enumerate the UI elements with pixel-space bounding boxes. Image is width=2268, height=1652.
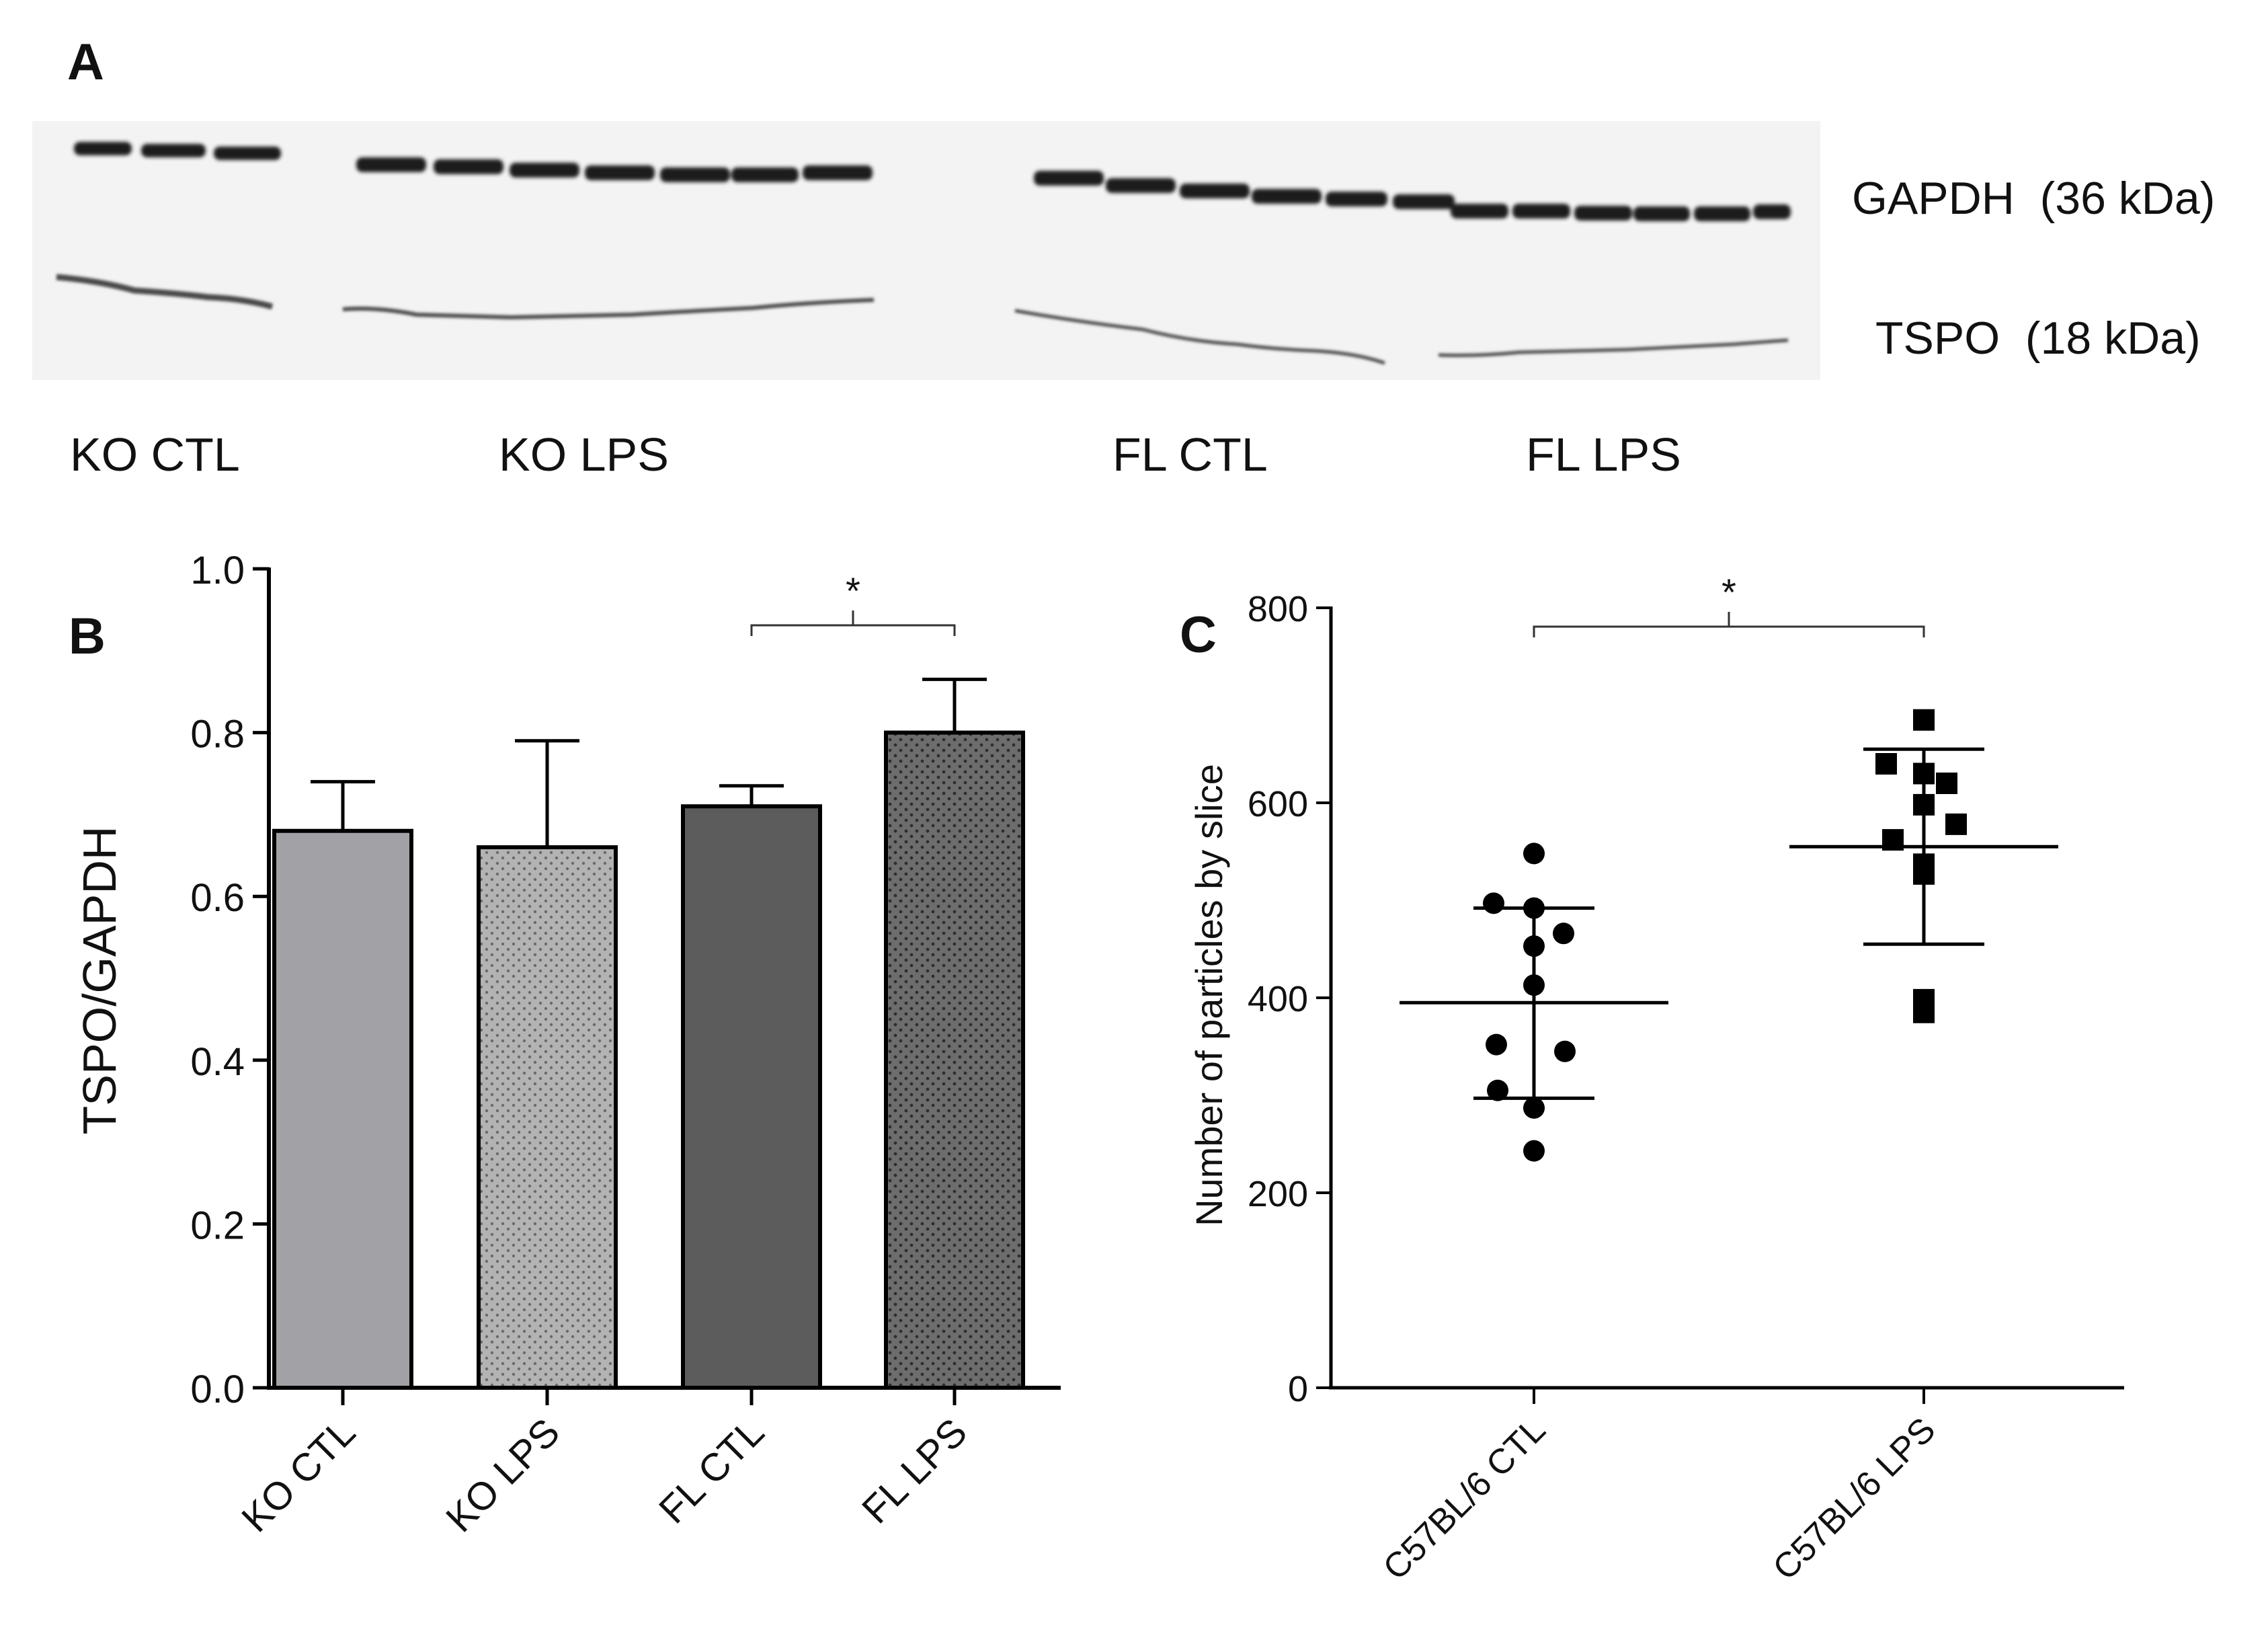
- y-tick-label: 0.0: [190, 1368, 245, 1411]
- western-blot-image: [32, 121, 1820, 380]
- data-point-lps: [1913, 709, 1935, 731]
- x-tick-label: C57BL/6 CTL: [1376, 1410, 1553, 1587]
- x-tick-label: C57BL/6 LPS: [1766, 1410, 1943, 1587]
- data-point-ctl: [1486, 1033, 1507, 1056]
- significance-bracket: [750, 624, 956, 636]
- panel-label-b: B: [69, 608, 106, 665]
- data-point-ctl: [1523, 842, 1545, 865]
- y-tick-label: 600: [1248, 784, 1308, 824]
- bar: [884, 730, 1025, 1390]
- significance-asterisk: *: [1722, 571, 1736, 613]
- blot-group-ko-lps: KO LPS: [499, 428, 669, 481]
- y-tick-label: 0.8: [190, 713, 245, 756]
- y-tick-label: 200: [1248, 1174, 1308, 1214]
- data-point-ctl: [1483, 892, 1504, 914]
- blot-group-fl-ctl: FL CTL: [1112, 428, 1268, 481]
- y-tick-label: 400: [1248, 979, 1308, 1019]
- data-point-ctl: [1523, 1097, 1545, 1119]
- data-point-ctl: [1523, 1140, 1545, 1162]
- blot-marker-tspo: TSPO (18 kDa): [1875, 313, 2201, 364]
- bar: [681, 804, 822, 1390]
- bar: [477, 845, 618, 1390]
- data-point-lps: [1913, 1001, 1935, 1023]
- data-point-lps: [1875, 753, 1897, 775]
- scatter-plot-particles: 0 200 400 600 800 Number of particles by slic…: [1188, 571, 2124, 1587]
- y-axis-label: TSPO/GAPDH: [73, 826, 126, 1135]
- y-tick-label: 0: [1288, 1369, 1308, 1409]
- panel-label-c: C: [1180, 606, 1217, 664]
- significance-asterisk: *: [846, 569, 860, 612]
- y-tick-label: 0.6: [190, 876, 245, 920]
- data-point-ctl: [1553, 922, 1574, 945]
- bar: [272, 828, 413, 1390]
- data-point-lps: [1945, 813, 1967, 835]
- x-tick-label: KO CTL: [233, 1410, 364, 1540]
- panel-label-a: A: [67, 34, 104, 91]
- data-point-lps: [1936, 773, 1957, 794]
- y-tick-label: 0.4: [190, 1040, 245, 1084]
- significance-bracket: [1533, 625, 1925, 637]
- y-tick-label: 1.0: [190, 549, 245, 592]
- y-tick-label: 0.2: [190, 1204, 245, 1247]
- y-tick-label: 800: [1248, 589, 1308, 629]
- blot-group-fl-lps: FL LPS: [1526, 428, 1681, 481]
- y-axis-label: Number of particles by slice: [1188, 764, 1230, 1226]
- data-point-ctl: [1487, 1079, 1508, 1101]
- data-point-ctl: [1554, 1040, 1576, 1062]
- x-tick-label: FL LPS: [854, 1410, 975, 1532]
- x-tick-label: KO LPS: [438, 1410, 568, 1540]
- bar-chart-tspo-gapdh: 0.0 0.2 0.4 0.6 0.8 1.0 TSPO/GAPDH KO CTL KO LPS…: [73, 549, 1061, 1540]
- blot-group-ko-ctl: KO CTL: [70, 428, 240, 481]
- x-tick-label: FL CTL: [651, 1410, 772, 1532]
- blot-marker-gapdh: GAPDH (36 kDa): [1852, 173, 2215, 224]
